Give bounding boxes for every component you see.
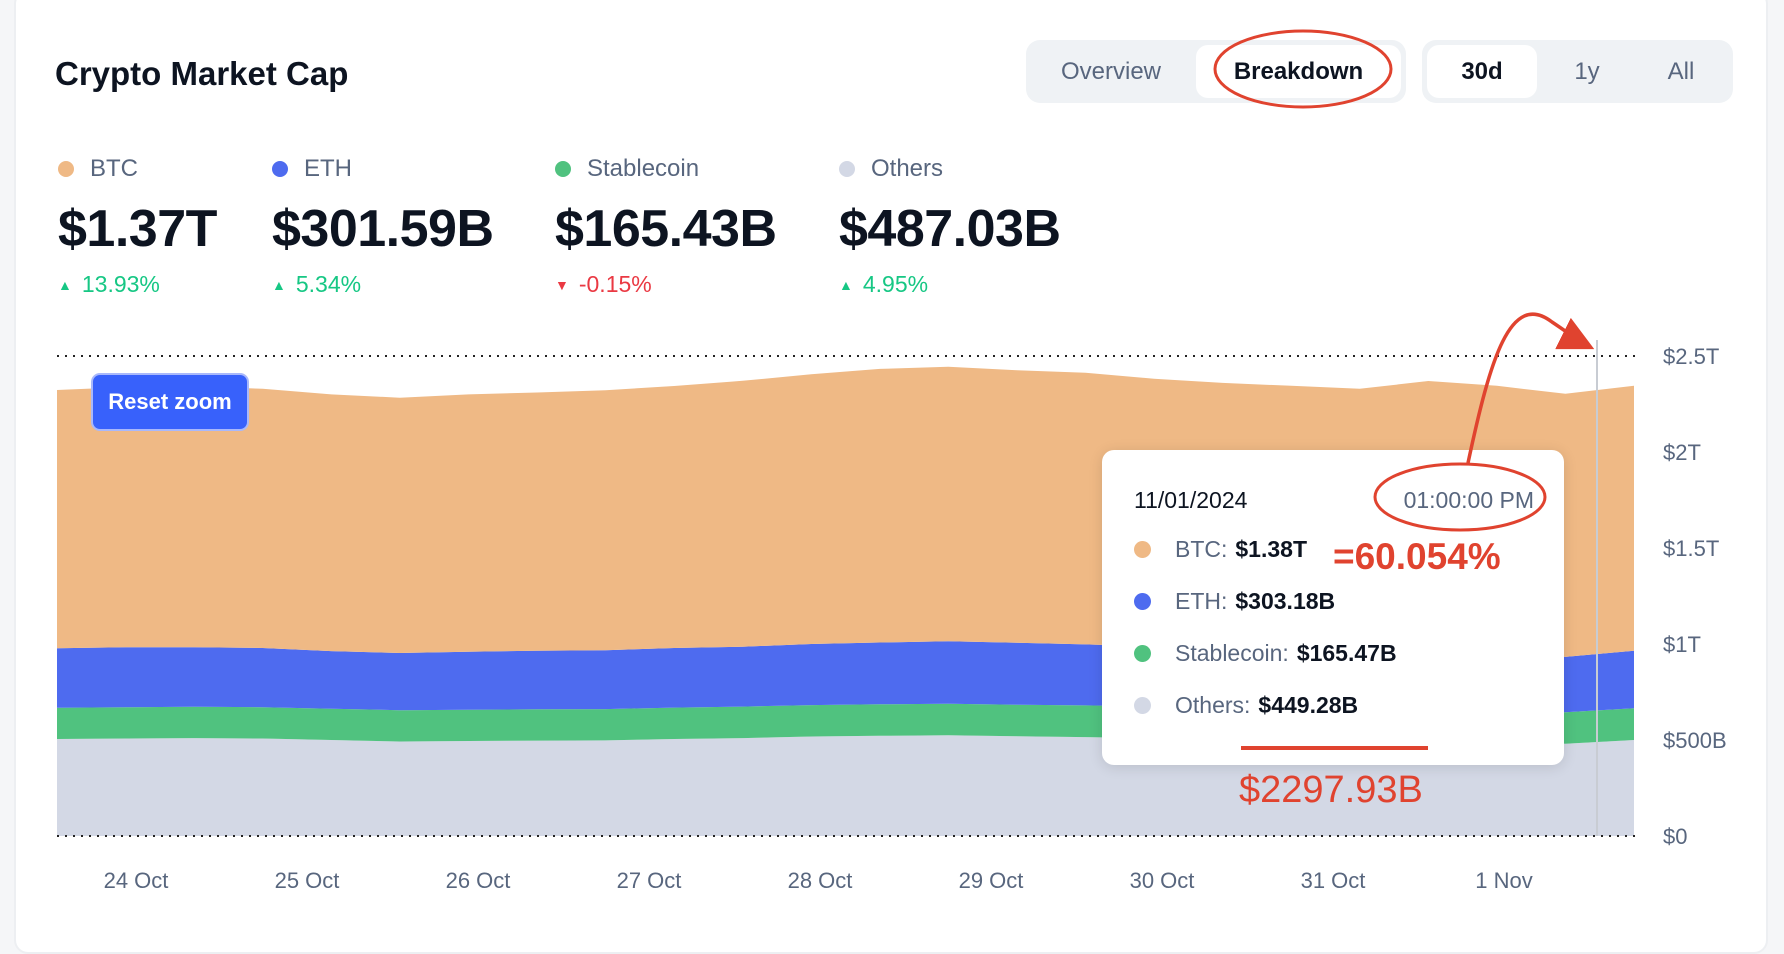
tooltip-label: Stablecoin:: [1175, 640, 1289, 666]
tooltip-value: $165.47B: [1296, 640, 1397, 666]
y-tick-label: $1.5T: [1663, 536, 1719, 561]
stat-stablecoin: Stablecoin $165.43B ▼ -0.15%: [555, 155, 777, 298]
tab-overview[interactable]: Overview: [1060, 58, 1162, 85]
range-30d[interactable]: 30d: [1427, 45, 1537, 98]
tooltip-value: $1.38T: [1235, 536, 1307, 562]
change-arrow-icon: ▲: [272, 276, 286, 293]
tooltip-value: $303.18B: [1235, 588, 1336, 614]
stat-change: 4.95%: [862, 271, 929, 297]
page-title: Crypto Market Cap: [55, 55, 349, 92]
stat-value: $301.59B: [272, 200, 494, 258]
stat-label: Stablecoin: [587, 155, 700, 182]
stat-btc: BTC $1.37T ▲ 13.93%: [58, 155, 217, 298]
tooltip-label: Others:: [1175, 692, 1251, 718]
stat-change: -0.15%: [578, 271, 652, 297]
total-annotation: $2297.93B: [1239, 769, 1423, 811]
x-tick-label: 24 Oct: [104, 868, 169, 893]
reset-zoom-button[interactable]: Reset zoom: [91, 373, 249, 431]
tooltip-date: 11/01/2024: [1134, 487, 1248, 513]
stat-eth: ETH $301.59B ▲ 5.34%: [272, 155, 494, 298]
tooltip-time: 01:00:00 PM: [1403, 487, 1534, 513]
stat-others: Others $487.03B ▲ 4.95%: [839, 155, 1061, 298]
x-tick-label: 27 Oct: [617, 868, 682, 893]
btc-dot: [1134, 541, 1151, 558]
stablecoin-dot: [1134, 645, 1151, 662]
y-tick-label: $2T: [1663, 440, 1701, 465]
stat-label: Others: [871, 155, 944, 182]
x-tick-label: 25 Oct: [275, 868, 340, 893]
change-arrow-icon: ▲: [839, 276, 853, 293]
stat-label: ETH: [304, 155, 352, 182]
btc-legend-dot: [58, 161, 74, 177]
stat-label: BTC: [90, 155, 138, 182]
tooltip-row-others: Others: $449.28B: [1134, 692, 1358, 719]
y-tick-label: $0: [1663, 824, 1687, 849]
stat-value: $487.03B: [839, 200, 1061, 258]
stat-value: $1.37T: [58, 200, 217, 258]
stat-change: 13.93%: [81, 271, 160, 297]
tooltip-row-btc: BTC: $1.38T: [1134, 536, 1307, 563]
range-all[interactable]: All: [1667, 58, 1695, 85]
y-tick-label: $1T: [1663, 632, 1701, 657]
change-arrow-icon: ▲: [58, 276, 72, 293]
tooltip-row-stablecoin: Stablecoin: $165.47B: [1134, 640, 1397, 667]
x-tick-label: 31 Oct: [1301, 868, 1366, 893]
tooltip-label: ETH:: [1175, 588, 1228, 614]
x-tick-label: 30 Oct: [1130, 868, 1195, 893]
x-tick-label: 1 Nov: [1475, 868, 1532, 893]
others-legend-dot: [839, 161, 855, 177]
tooltip-label: BTC:: [1175, 536, 1228, 562]
stablecoin-legend-dot: [555, 161, 571, 177]
range-1y[interactable]: 1y: [1574, 58, 1600, 85]
x-tick-label: 29 Oct: [959, 868, 1024, 893]
others-dot: [1134, 697, 1151, 714]
stat-change: 5.34%: [295, 271, 362, 297]
btc-share-annotation: =60.054%: [1333, 536, 1501, 577]
y-tick-label: $2.5T: [1663, 344, 1719, 369]
range-toggle: 30d 1y All: [1422, 40, 1733, 103]
tooltip-row-eth: ETH: $303.18B: [1134, 588, 1335, 615]
stat-value: $165.43B: [555, 200, 777, 258]
eth-legend-dot: [272, 161, 288, 177]
y-tick-label: $500B: [1663, 728, 1727, 753]
eth-dot: [1134, 593, 1151, 610]
x-tick-label: 26 Oct: [446, 868, 511, 893]
chart-tooltip: 11/01/2024 01:00:00 PM BTC: $1.38T ETH: $3…: [1102, 450, 1564, 765]
x-tick-label: 28 Oct: [788, 868, 853, 893]
change-arrow-icon: ▼: [555, 276, 569, 293]
tooltip-value: $449.28B: [1258, 692, 1359, 718]
